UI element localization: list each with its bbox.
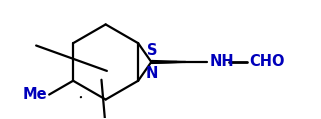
Text: CHO: CHO: [249, 55, 284, 69]
Text: Me: Me: [22, 87, 47, 102]
Text: S: S: [147, 43, 157, 58]
Text: N: N: [146, 66, 158, 81]
Text: NH: NH: [209, 55, 234, 69]
